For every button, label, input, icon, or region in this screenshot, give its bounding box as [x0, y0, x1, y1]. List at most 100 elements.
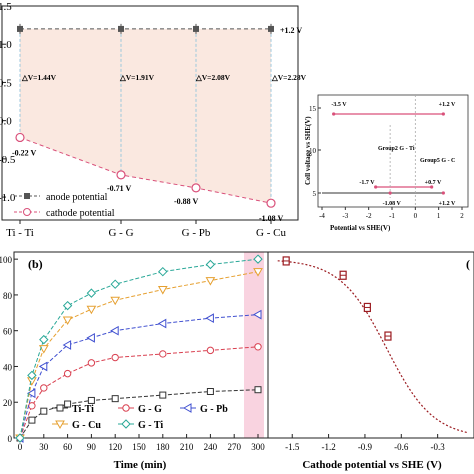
- b-y-tick-label: 60: [3, 327, 13, 337]
- c-x-tick-label: -1.5: [285, 442, 300, 452]
- anode-value-label: +1.2 V: [280, 26, 302, 35]
- b-point: [206, 388, 214, 395]
- inset-annotation: +1.2 V: [439, 201, 456, 207]
- inset-panel: -4 -3 -2 -1 0 1 2 5 10 15 -3.5 V +1.2 V Group2 G - …: [300, 82, 474, 234]
- panel-c-letter: (: [466, 257, 470, 271]
- c-x-tick-label: -0.9: [358, 442, 373, 452]
- b-legend-marker: [121, 419, 131, 429]
- b-point: [86, 288, 97, 298]
- panel-c-series: [277, 256, 467, 433]
- panel-b: 0 30 60 90 120 150 180 210 240 270 300 0 20 40 60 80 100…: [0, 242, 474, 474]
- cathode-point: [15, 132, 25, 143]
- b-legend-marker: [55, 420, 65, 430]
- b-point: [38, 345, 49, 354]
- y-tick-label: -0.5: [0, 154, 16, 166]
- b-y-tick-label: 80: [3, 291, 13, 301]
- inset-y-tick-label: 5: [313, 190, 317, 198]
- b-point: [253, 254, 263, 264]
- b-legend-marker: [182, 403, 192, 413]
- b-point: [157, 286, 168, 295]
- b-y-tick-label: 40: [3, 362, 13, 372]
- b-x-tick-label: 270: [227, 442, 241, 452]
- b-point: [205, 277, 216, 286]
- c-x-tick-label: -0.6: [394, 442, 409, 452]
- b-point: [28, 402, 36, 410]
- b-point: [27, 370, 37, 381]
- inset-lines: -3.5 V +1.2 V Group2 G - Ti Group5 G - C -1.…: [322, 95, 456, 207]
- panel-b-ticks: 0 30 60 90 120 150 180 210 240 270 300 0 20 40 60 80 100: [0, 255, 265, 452]
- cathode-value-label: -0.22 V: [12, 148, 37, 157]
- b-point: [158, 266, 168, 277]
- panel-b-frame: [13, 251, 474, 439]
- cathode-value-label: -0.88 V: [174, 197, 199, 206]
- inset-point: [374, 185, 378, 189]
- legend-anode-label: anode potential: [46, 192, 108, 203]
- inset-annotation: +0.7 V: [425, 180, 442, 186]
- legend-cathode-marker: [23, 208, 31, 216]
- x-tick-label: Ti - Ti: [6, 227, 34, 239]
- inset-x-tick-label: -3: [342, 212, 348, 220]
- inset-y-tick-label: 10: [309, 147, 317, 155]
- inset-annotation: Group2 G - Ti: [378, 146, 415, 152]
- b-point: [64, 400, 72, 408]
- b-x-tick-label: 60: [63, 442, 73, 452]
- delta-v-label: △V=1.91V: [119, 73, 155, 82]
- inset-annotation: Group5 G - C: [420, 158, 455, 164]
- panel-b-series: [14, 254, 263, 444]
- y-tick-label: -1.0: [0, 192, 16, 204]
- panel-a-y-ticks: -1.0 -0.5 0.0 0.5 1.0 1.5: [0, 1, 16, 204]
- b-x-tick-label: 0: [18, 442, 23, 452]
- cathode-point: [191, 183, 201, 193]
- x-tick-label: G - Cu: [256, 227, 286, 239]
- b-x-tick-label: 180: [156, 442, 170, 452]
- inset-x-tick-label: 0: [414, 212, 418, 220]
- x-tick-label: G - Pb: [182, 227, 211, 239]
- inset-ticks: -4 -3 -2 -1 0 1 2 5 10 15: [309, 105, 464, 220]
- b-legend-label: Ti-Ti: [72, 404, 94, 415]
- inset-annotation: -1.7 V: [359, 180, 375, 186]
- b-x-tick-label: 210: [180, 442, 194, 452]
- panel-a-frame: [1, 5, 299, 221]
- b-point: [254, 343, 262, 351]
- cathode-value-label: -0.71 V: [107, 184, 132, 193]
- panel-b-background: [0, 242, 474, 474]
- delta-v-label: △V=2.28V: [271, 73, 307, 82]
- b-point: [111, 353, 119, 362]
- b-point: [253, 268, 263, 277]
- b-x-tick-label: 150: [132, 442, 146, 452]
- panel-a: -1.0 -0.5 0.0 0.5 1.0 1.5 Ti - Ti G - G G - Pb G…: [0, 0, 307, 239]
- inset-annotation: +1.2 V: [439, 102, 456, 108]
- b-legend-label: G - Pb: [200, 404, 228, 415]
- cathode-value-label: -1.08 V: [259, 214, 284, 223]
- inset-x-tick-label: 1: [437, 212, 441, 220]
- inset-background: [300, 82, 474, 234]
- legend-anode-marker: [24, 193, 30, 199]
- b-point: [110, 296, 121, 306]
- b-point: [205, 313, 214, 324]
- b-point: [110, 325, 119, 336]
- b-point: [87, 359, 96, 367]
- b-x-tick-label: 30: [39, 442, 49, 452]
- panel-b-x-label: Time (min): [114, 459, 167, 471]
- b-legend-label: G - G: [138, 404, 162, 415]
- inset-point: [430, 185, 434, 189]
- inset-point: [332, 112, 336, 116]
- inset-y-tick-label: 15: [309, 105, 317, 113]
- panel-b-legend: Ti-Ti G - G G - Pb G - Cu G - Ti: [52, 403, 228, 431]
- panel-c-ticks: -1.5 -1.2 -0.9 -0.6 -0.3: [285, 434, 445, 452]
- b-point: [62, 340, 72, 350]
- b-point: [159, 391, 167, 399]
- b-point: [62, 316, 73, 325]
- b-point: [40, 384, 48, 392]
- inset-x-label: Potential vs SHE(V): [330, 224, 391, 232]
- c-x-tick-label: -0.3: [431, 442, 446, 452]
- panel-a-x-ticks: Ti - Ti G - G G - Pb G - Cu: [6, 220, 286, 239]
- b-point: [63, 369, 72, 378]
- delta-v-label: △V=2.08V: [195, 73, 231, 82]
- b-point: [252, 309, 262, 320]
- y-tick-label: 0.0: [0, 116, 12, 128]
- b-point: [26, 388, 36, 399]
- b-point: [157, 318, 167, 329]
- panel-c-x-label: Cathode potential vs SHE (V): [302, 459, 442, 471]
